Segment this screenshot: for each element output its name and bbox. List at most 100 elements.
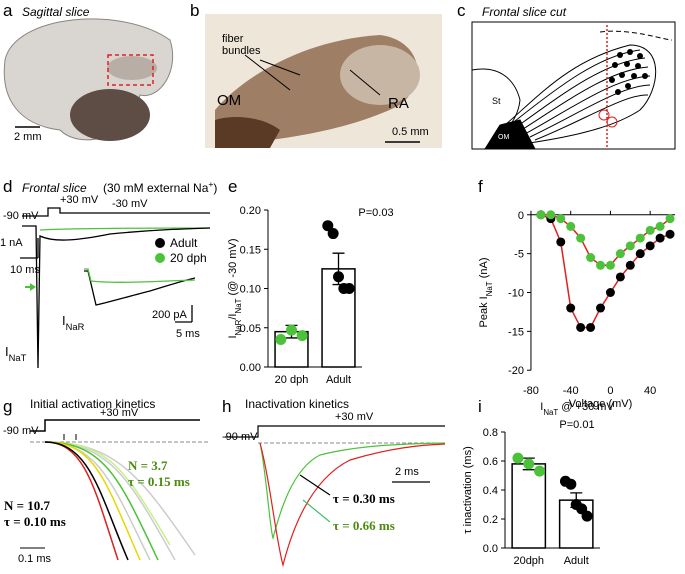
data-point [343,283,355,294]
panel-title: Frontal slice [22,181,87,195]
y-tick-label: 0 [518,210,524,222]
arrow [30,283,36,291]
text-part: I [62,313,66,328]
y-tick-label: 0.6 [483,456,498,468]
annotation: bundles [222,45,261,57]
x-axis-label: Voltage (mV) [569,398,633,410]
panel-letter: g [3,397,12,416]
text-part: NaR [66,322,85,332]
ylabel: Peak INaT (nA) [478,258,494,328]
y-tick-label: 0.10 [240,284,261,296]
scale-label: 10 ms [10,264,40,276]
scale-label: 2 mm [14,131,42,143]
panel-h-traces [225,425,446,568]
panel-letter: a [3,1,13,20]
panel-letter: e [228,177,237,196]
data-point [534,465,546,477]
data-point [523,458,535,470]
data-point [615,249,625,259]
data-point [635,249,645,259]
text-part: Peak I [478,296,490,327]
legend-label: 20 dph [170,251,207,265]
scale-label: 5 ms [176,328,200,340]
text-part: (30 mM external Na [103,181,209,195]
text-part: (nA) [478,258,490,282]
annotation: OM [217,92,241,109]
annotation: N = 10.7 [4,498,51,513]
data-point [576,233,586,243]
x-tick-label: -80 [523,385,539,397]
y-tick-label: -5 [514,249,524,261]
panel-g-traces [20,419,210,561]
y-tick-label: -15 [508,326,524,338]
scale-label: 0.1 ms [18,553,52,565]
panel-letter: i [478,397,482,416]
annotation: N = 3.7 [128,458,168,473]
data-point [566,303,576,313]
text-part: (@ -30 mV) [227,238,239,298]
text-part: NaR [234,319,243,335]
y-tick-label: 0.2 [483,514,498,526]
annotation: -30 mV [112,198,148,210]
title: INaT @ +30 mV [540,401,614,417]
panel-b-image [205,14,442,148]
panel-a-image [3,18,174,141]
panel-c-diagram [471,21,676,150]
ylabel: τ inactivation (ms) [462,446,474,533]
annotation: +30 mV [335,411,374,423]
annotation: fiber [222,33,244,45]
panel-title: Sagittal slice [22,5,90,19]
y-tick-label: 0.0 [483,543,498,555]
panel-letter: b [190,1,199,20]
y-tick-label: 0.20 [240,205,261,217]
x-tick-label: 20dph [513,555,544,567]
trace-label: INaR [62,313,85,332]
y-tick-label: 0.00 [240,362,261,374]
y-tick-label: 0.15 [240,244,261,256]
scale-label: 0.5 mm [392,126,429,138]
text-part: + [208,179,213,189]
data-point [296,330,308,342]
trace-label: INaT [5,344,27,363]
annotation: P=0.03 [358,207,393,219]
x-tick-label: Adult [326,374,351,386]
data-point [645,225,655,235]
data-point [645,241,655,251]
annotation: +30 mV [60,194,99,206]
text-part: NaT [543,408,558,417]
data-point [322,220,334,232]
panel-letter: h [222,397,231,416]
panel-d-traces [20,207,211,369]
annotation: -90 mV [222,431,258,443]
fiber-dots [609,49,648,95]
annotation: τ = 0.30 ms [333,491,395,506]
annotation: τ = 0.10 ms [4,514,66,529]
text-part: ) [213,181,217,195]
ylabel: INaR/INaT (@ -30 mV) [227,238,243,338]
x-tick-label: 0 [607,385,613,397]
data-point [605,288,615,297]
data-point [581,510,593,522]
annotation: P=0.01 [559,419,594,431]
panel-title: Initial activation kinetics [30,397,155,411]
data-point [556,237,566,247]
data-point [566,221,576,231]
annotation: +30 mV [100,407,139,419]
scale-label: 200 pA [152,309,188,321]
data-point [512,452,524,464]
data-point [615,272,625,282]
data-point [605,260,615,270]
data-point [625,260,635,270]
panel-letter: d [3,177,12,196]
panel-title: Inactivation kinetics [245,397,349,411]
scale-label: 2 ms [395,466,419,478]
panel-subtitle: (30 mM external Na+) [103,179,217,195]
data-point [625,241,635,251]
y-tick-label: -10 [508,288,524,300]
data-point [596,303,605,313]
panel-letter: c [457,1,466,20]
data-point [576,322,586,332]
x-tick-label: 20 dph [275,374,309,386]
panel-title: Frontal slice cut [482,5,567,19]
